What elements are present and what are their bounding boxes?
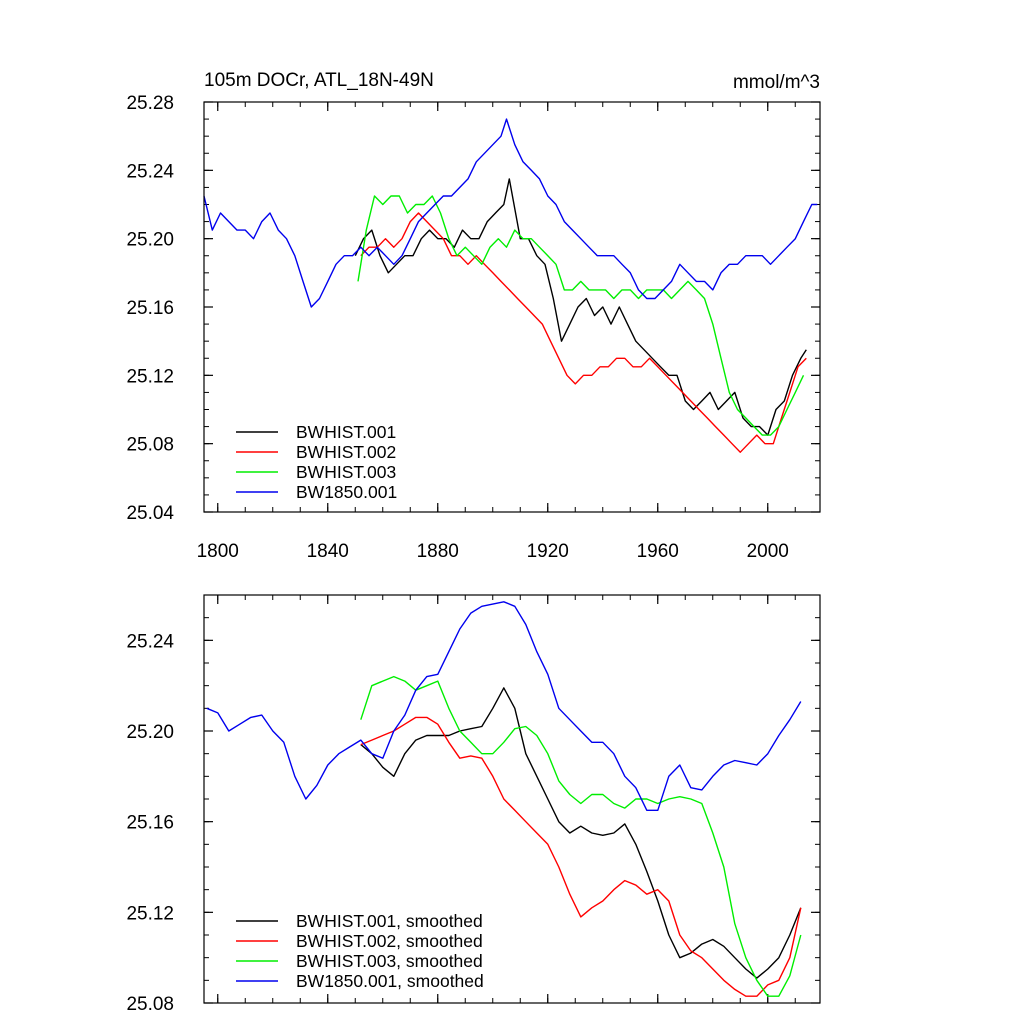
- x-tick-label: 1800: [197, 541, 239, 562]
- top-panel-series: [203, 118, 818, 453]
- series-line-bwhist-003: [357, 195, 805, 436]
- legend-label: BWHIST.003, smoothed: [296, 951, 483, 971]
- x-tick-label: 1880: [417, 541, 459, 562]
- legend-label: BWHIST.001: [296, 422, 396, 442]
- y-tick-label: 25.08: [126, 994, 174, 1015]
- y-tick-label: 25.16: [126, 298, 174, 319]
- series-line-bw1850-001: [206, 601, 802, 811]
- top-panel-ticks: 25.04 25.08 25.12 25.16 25.20 25.24 25.28 1800 1…: [126, 93, 820, 562]
- series-line-bwhist-001: [354, 178, 807, 436]
- y-tick-label: 25.20: [126, 230, 174, 251]
- y-tick-label: 25.12: [126, 366, 174, 387]
- y-tick-label: 25.20: [126, 722, 174, 743]
- x-tick-label: 1920: [527, 541, 569, 562]
- legend-label: BWHIST.001, smoothed: [296, 911, 483, 931]
- legend-label: BW1850.001: [296, 482, 397, 502]
- chart-title: 105m DOCr, ATL_18N-49N: [204, 70, 434, 91]
- legend-label: BWHIST.002, smoothed: [296, 931, 483, 951]
- x-tick-label: 2000: [747, 541, 789, 562]
- x-tick-label: 1840: [307, 541, 349, 562]
- bottom-panel-ticks: 25.08 25.12 25.16 25.20 25.24: [126, 594, 820, 1015]
- y-tick-label: 25.24: [126, 161, 174, 182]
- y-tick-label: 25.04: [126, 503, 174, 524]
- series-line-bwhist-001: [360, 687, 802, 979]
- x-tick-label: 1960: [637, 541, 679, 562]
- series-line-bwhist-002: [360, 212, 807, 453]
- y-tick-label: 25.08: [126, 435, 174, 456]
- units-label: mmol/m^3: [733, 72, 820, 93]
- y-tick-label: 25.24: [126, 631, 174, 652]
- top-panel-frame: [203, 101, 821, 513]
- bottom-panel-frame: [203, 594, 821, 1004]
- top-panel: 105m DOCr, ATL_18N-49N mmol/m^3 25.0425.…: [126, 70, 821, 562]
- legend-label: BWHIST.003: [296, 462, 396, 482]
- bottom-panel: 25.08 25.12 25.16 25.20 25.24 BWHIST.001, sm…: [126, 594, 821, 1015]
- legend-label: BW1850.001, smoothed: [296, 971, 484, 991]
- series-line-bw1850-001: [203, 118, 818, 308]
- y-tick-label: 25.28: [126, 93, 174, 114]
- y-tick-label: 25.16: [126, 813, 174, 834]
- series-line-bwhist-002: [360, 716, 802, 997]
- bottom-panel-series: [206, 601, 802, 997]
- series-line-bwhist-003: [360, 675, 802, 997]
- legend-label: BWHIST.002: [296, 442, 396, 462]
- y-tick-label: 25.12: [126, 903, 174, 924]
